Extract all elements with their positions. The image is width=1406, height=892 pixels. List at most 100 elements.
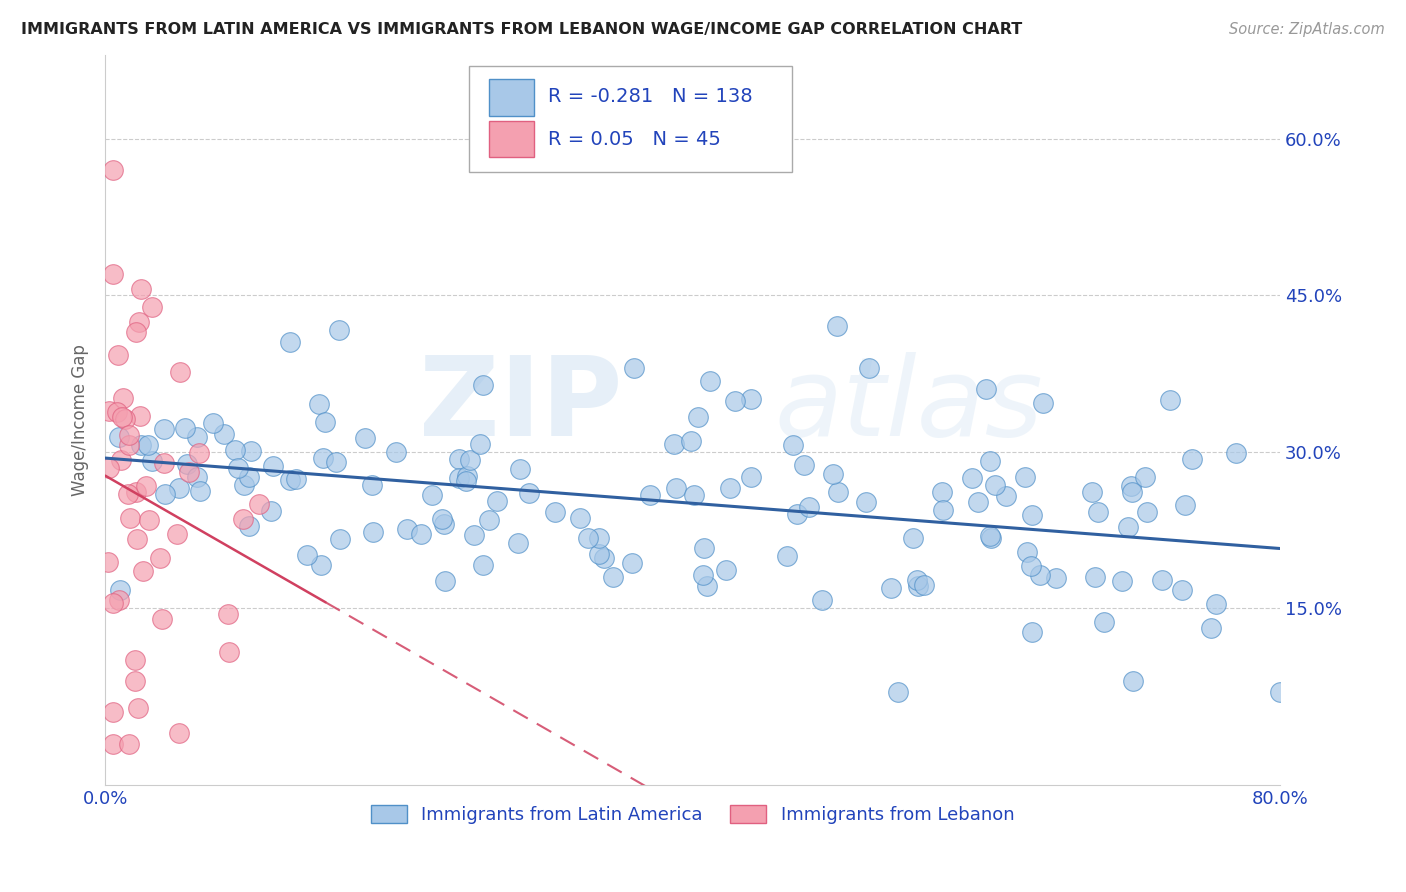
Point [111,409,134,424]
Point [810,593,832,607]
Point [138,513,160,527]
Point [544,505,567,519]
Point [782,438,804,452]
Point [693,541,716,555]
Point [1045,570,1067,584]
Point [125,485,148,500]
Point [233,477,256,491]
Point [169,365,191,379]
Point [128,315,150,329]
Point [167,481,190,495]
Point [149,551,172,566]
Point [470,437,492,451]
Point [827,485,849,500]
Point [1181,452,1204,467]
Point [1225,446,1247,460]
Point [995,490,1018,504]
Point [967,494,990,508]
Point [786,507,808,521]
Point [983,478,1005,492]
Point [974,382,997,396]
Bar [489,121,534,157]
Point [411,526,433,541]
Point [177,466,200,480]
Point [858,361,880,376]
Point [166,526,188,541]
Point [105,405,128,419]
Point [127,701,149,715]
Point [1298,664,1320,678]
Point [118,737,141,751]
Point [97,461,120,475]
Point [101,162,124,177]
Y-axis label: Wage/Income Gap: Wage/Income Gap [72,344,89,496]
Point [458,453,481,467]
Point [478,513,501,527]
Point [1268,684,1291,698]
Point [285,472,308,486]
Point [101,737,124,751]
Point [101,596,124,610]
Point [328,323,350,337]
Point [880,581,903,595]
Point [173,421,195,435]
Point [238,519,260,533]
Point [740,392,762,407]
Point [312,450,335,465]
Point [1021,559,1043,574]
Point [108,430,131,444]
FancyBboxPatch shape [470,66,793,172]
Point [912,577,935,591]
Point [692,568,714,582]
Point [1084,570,1107,584]
Point [1014,470,1036,484]
Point [664,437,686,451]
Point [420,488,443,502]
Point [456,474,478,488]
Point [325,455,347,469]
Point [124,653,146,667]
Point [576,531,599,545]
Point [188,484,211,499]
Point [262,459,284,474]
Point [110,582,132,597]
Point [153,422,176,436]
Point [247,497,270,511]
Point [588,547,610,561]
Point [232,512,254,526]
Point [1021,508,1043,522]
Point [681,434,703,448]
Point [740,470,762,484]
Point [1201,621,1223,635]
Point [696,579,718,593]
Point [1116,520,1139,534]
Point [620,557,643,571]
Point [309,558,332,573]
Point [107,593,129,607]
Point [124,674,146,689]
Point [823,467,845,482]
Point [278,334,301,349]
Text: R = -0.281   N = 138: R = -0.281 N = 138 [548,87,752,106]
Text: atlas: atlas [775,352,1043,459]
Point [101,267,124,281]
Point [433,574,456,588]
Point [456,469,478,483]
Point [447,451,470,466]
Point [471,558,494,573]
Point [202,417,225,431]
Point [218,645,240,659]
Point [107,348,129,362]
Point [432,512,454,526]
Point [114,412,136,426]
Point [1119,478,1142,492]
Point [98,404,121,418]
Point [354,431,377,445]
Point [361,524,384,539]
Point [152,457,174,471]
Point [361,478,384,492]
Legend: Immigrants from Latin America, Immigrants from Lebanon: Immigrants from Latin America, Immigrant… [364,797,1021,831]
Point [907,579,929,593]
Point [1087,505,1109,519]
Point [187,446,209,460]
